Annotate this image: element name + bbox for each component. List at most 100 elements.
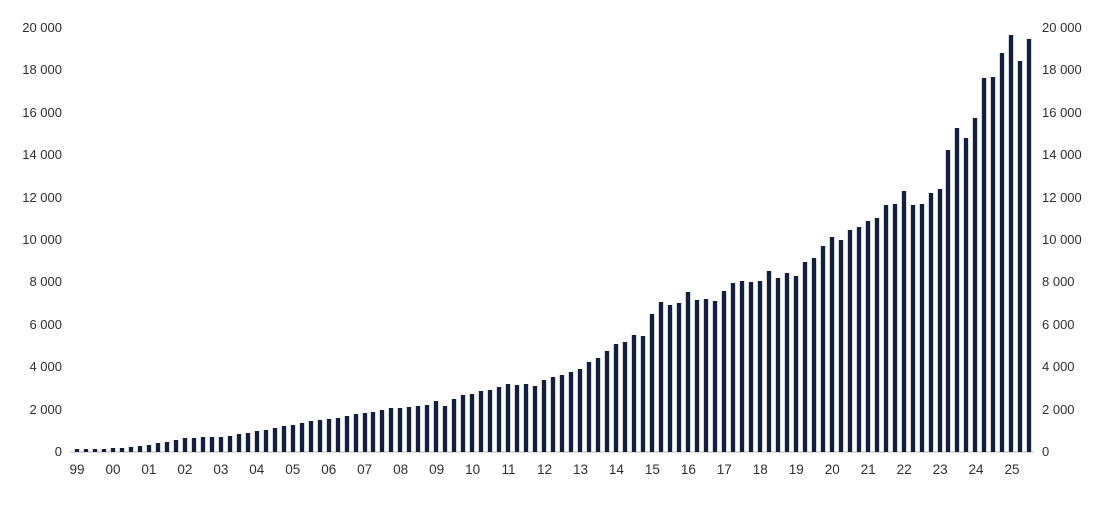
bar [452,399,457,452]
bar [641,335,646,452]
bar [856,227,861,452]
bar [155,443,160,452]
y-tick-label-right: 2 000 [1042,401,1075,417]
y-tick-label-left: 8 000 [29,274,62,290]
x-tick-label: 14 [608,462,624,477]
bar [569,371,574,452]
bar [874,218,879,452]
bar [928,192,933,452]
bar [263,429,268,452]
y-tick-label-left: 18 000 [22,62,62,78]
bar [83,449,88,452]
bar [533,386,538,452]
x-tick-label: 05 [285,462,301,477]
x-tick-label: 12 [536,462,553,477]
bar [173,440,178,452]
bar [272,428,277,452]
bar [650,314,654,452]
bar [703,298,708,452]
x-tick-label: 24 [968,462,984,477]
x-tick-label: 21 [860,462,876,477]
bar [919,204,924,452]
bar [137,445,142,452]
bar [299,422,304,452]
bar [335,417,340,452]
bar [344,416,349,452]
bar [551,376,556,452]
bar [605,350,610,452]
bar [694,300,699,452]
bar [227,435,232,452]
x-tick-label: 22 [896,462,912,477]
bar [937,188,942,452]
bar [389,408,394,452]
plot-area [75,28,1032,452]
bar [416,406,421,452]
bar [281,426,286,452]
bar [479,390,484,452]
bar [236,434,241,452]
bar [784,272,789,452]
bar [164,441,169,452]
bar [712,300,717,452]
bar [75,449,79,452]
y-tick-label-right: 0 [1042,444,1050,459]
x-tick-label: 10 [465,462,481,477]
bar [542,379,547,452]
bar [739,280,744,452]
bar [380,410,385,452]
bar [1000,53,1005,452]
y-tick-label-left: 20 000 [22,20,62,35]
x-tick-label: 07 [357,462,373,477]
bar [865,220,870,452]
bar [506,384,511,452]
y-tick-label-right: 18 000 [1042,62,1082,78]
x-tick-label: 16 [680,462,696,477]
bar [488,389,493,452]
x-tick-label: 06 [321,462,337,477]
bar [775,278,780,452]
x-tick-label: 19 [788,462,804,477]
bar [811,258,816,452]
bar [308,421,313,452]
y-tick-label-right: 20 000 [1042,20,1082,35]
x-tick-label: 20 [824,462,840,477]
bar [191,437,196,452]
bar [614,343,619,452]
x-tick-label: 01 [141,462,157,477]
bar [730,283,735,452]
bar [901,190,906,452]
bar [317,419,322,452]
x-axis-baseline [70,451,1034,453]
y-tick-label-right: 10 000 [1042,232,1082,247]
x-tick-label: 18 [752,462,768,477]
y-tick-label-left: 10 000 [22,232,62,247]
x-tick-label: 04 [249,462,265,477]
bar [892,204,897,452]
bar [721,291,726,452]
bar [434,401,439,452]
x-tick-label: 03 [213,462,229,477]
bar [623,342,628,452]
bar [1027,39,1032,452]
bar [820,245,825,452]
y-tick-label-right: 6 000 [1042,316,1075,332]
x-tick-label: 25 [1004,462,1020,477]
bar [910,205,915,452]
bar [110,448,115,452]
y-tick-label-left: 12 000 [22,189,62,205]
x-tick-label: 11 [501,462,516,477]
y-tick-label-left: 4 000 [29,359,62,375]
bar [524,383,529,452]
bar [218,436,223,452]
bar [470,393,475,452]
bar [757,281,762,452]
x-tick-label: 99 [69,462,85,477]
bar [793,276,798,452]
bar [353,414,358,452]
bar [443,406,448,452]
bar [766,270,771,452]
bar [245,432,250,452]
x-tick-label: 00 [105,462,121,477]
